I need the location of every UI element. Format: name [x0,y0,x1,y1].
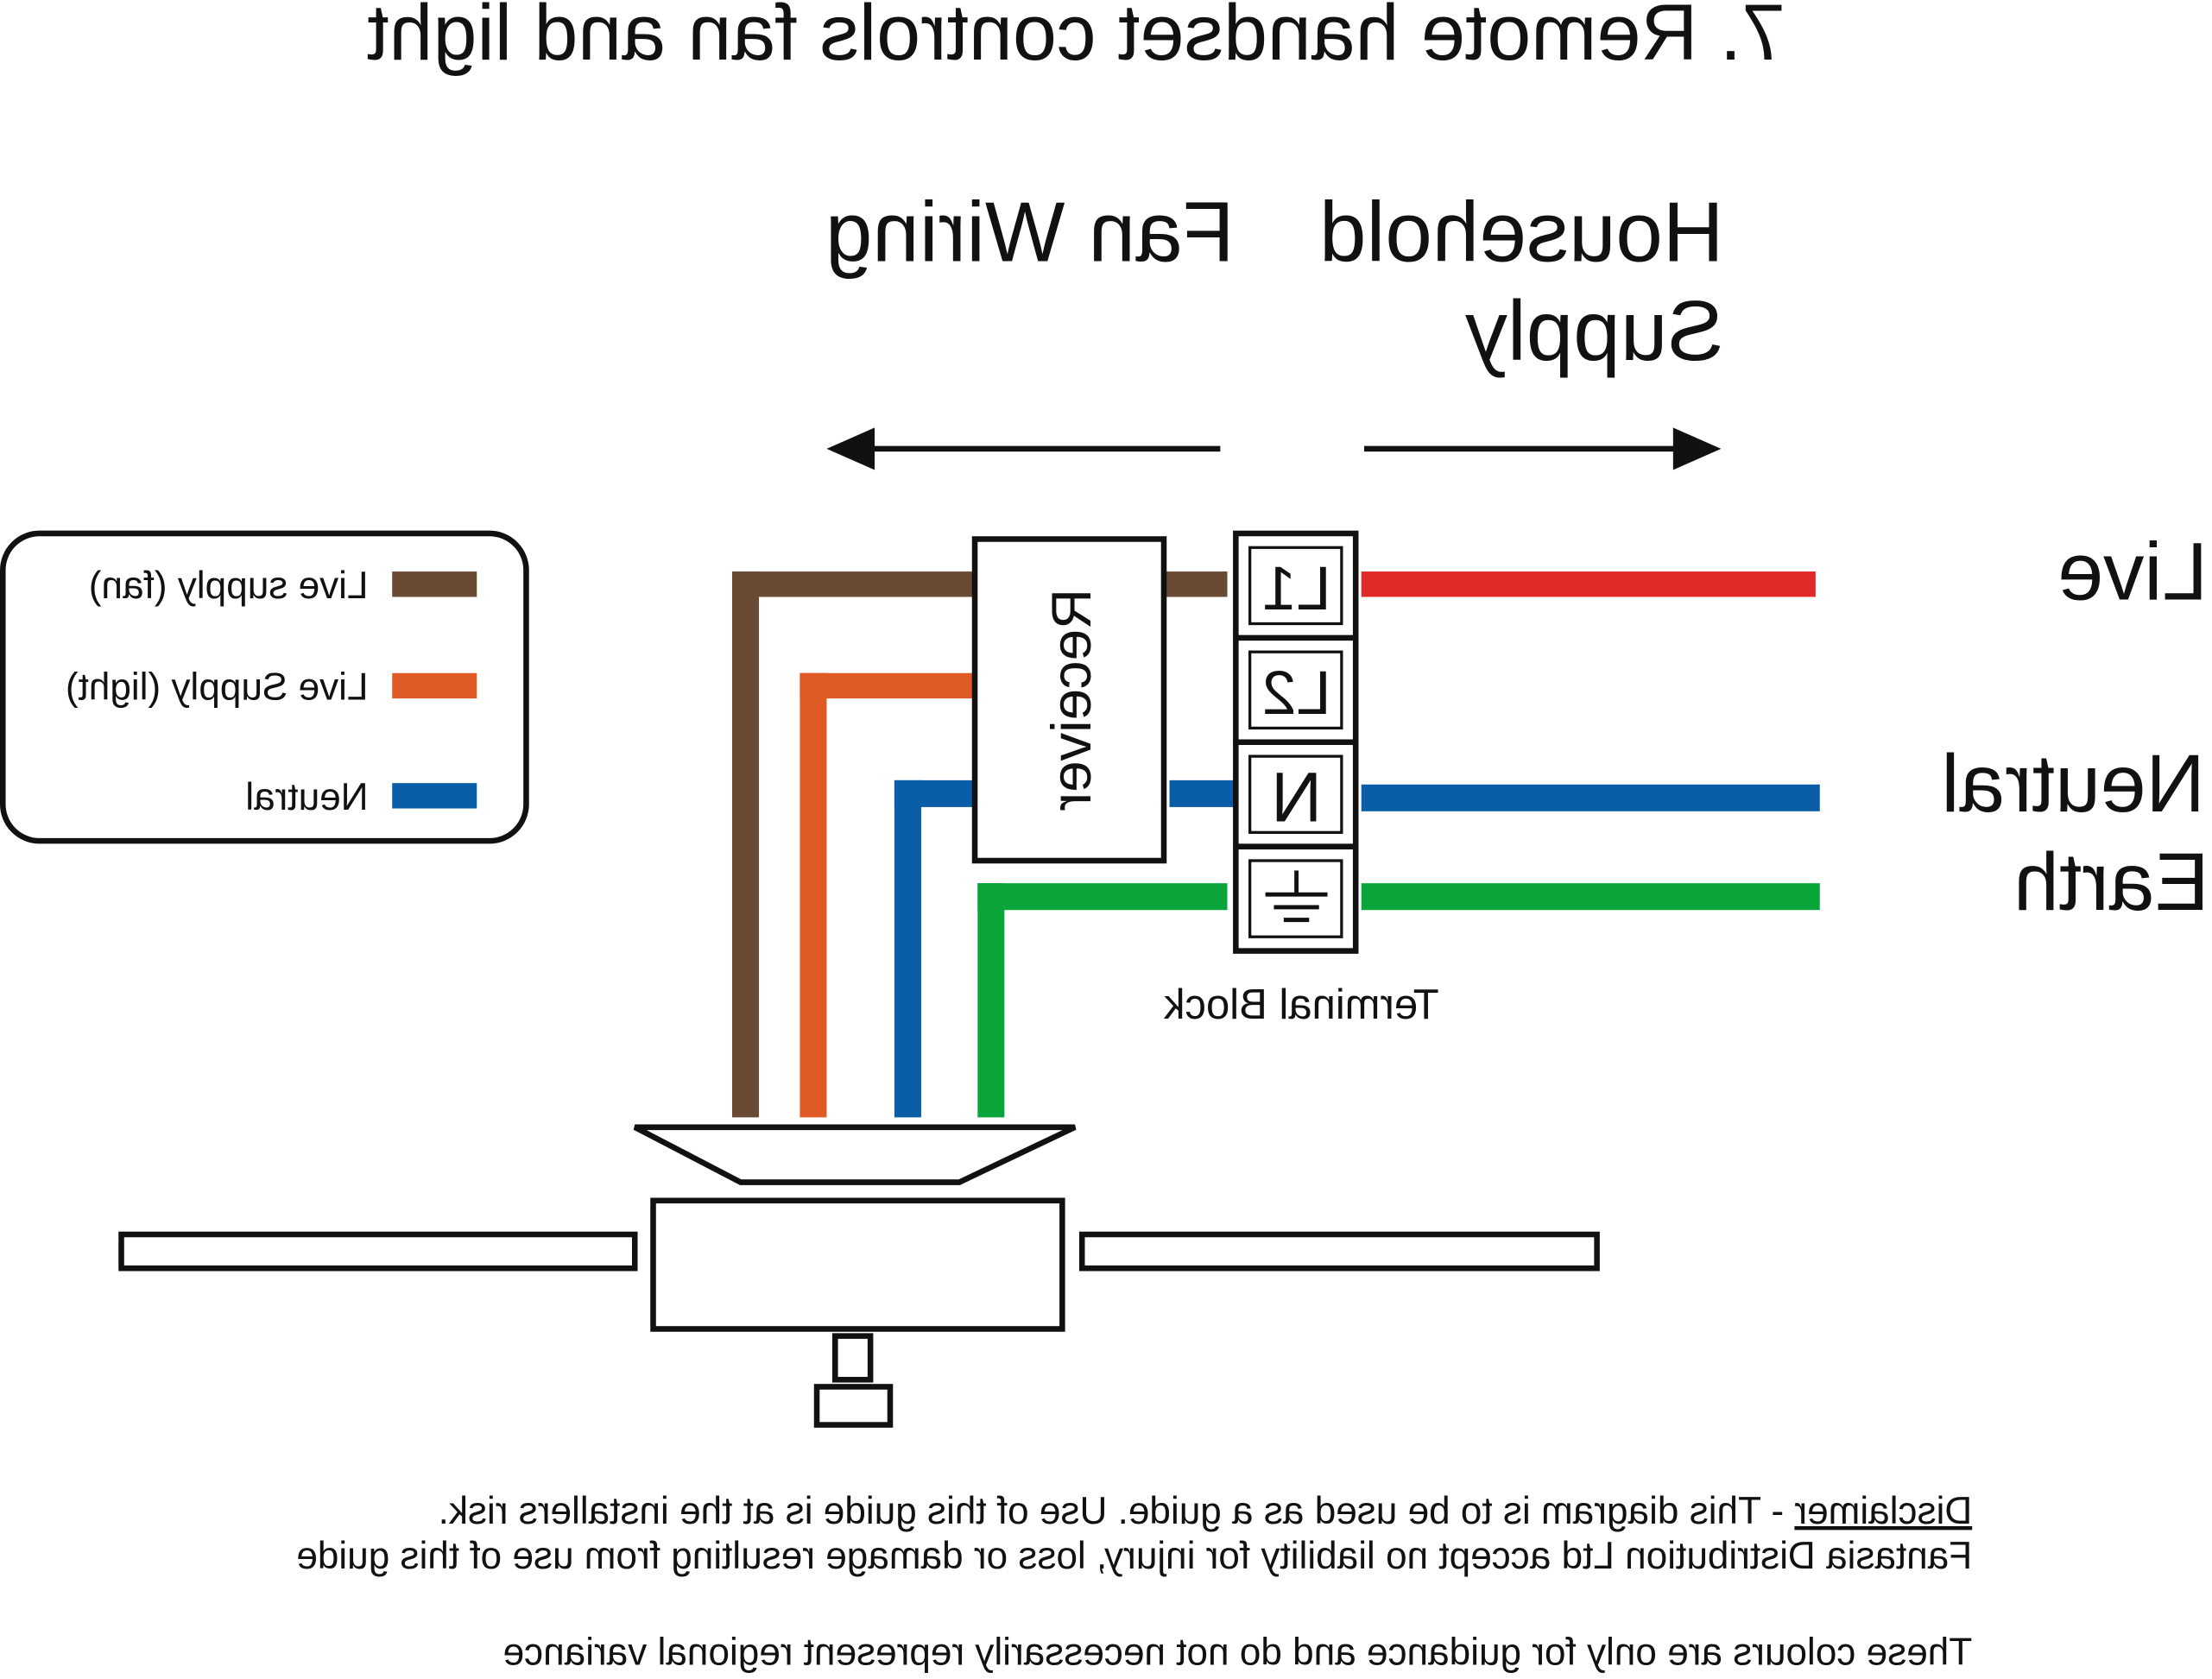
terminal-block: L1 L2 N Terminal Block [1164,530,1439,1028]
ceiling-fan-icon [118,1124,1600,1428]
diagram-title: 7. Remote handset controls fan and light [367,0,1785,77]
supply-heading: Supply [1465,283,1724,378]
household-arrow [1364,427,1722,470]
earth-icon [1265,870,1328,923]
legend-swatch-fan [392,571,477,597]
disclaimer-heading: Disclaimer [1794,1490,1972,1532]
household-heading: Household [1319,185,1724,280]
disclaimer-line1: - This diagram is to be used as a guide.… [439,1490,1795,1532]
wire-fan-neutral [894,780,1235,1118]
legend-label-neutral: Neutral [245,776,368,818]
fan-wiring-arrow [826,427,1221,470]
wire-supply-earth [1361,883,1820,911]
supply-label-earth: Earth [2013,836,2209,928]
wire-fan-earth [977,883,1228,1118]
wire-supply-live [1361,571,1816,597]
receiver-label: Receiver [1040,589,1103,811]
wire-supply-neutral [1361,784,1820,811]
legend-swatch-neutral [392,783,477,809]
supply-label-live: Live [2057,527,2208,618]
terminal-n: N [1271,758,1322,836]
terminal-block-label: Terminal Block [1164,982,1439,1028]
disclaimer-line2: Fantasia Distribution Ltd accept no liab… [296,1535,1972,1577]
terminal-l1: L1 [1262,554,1331,623]
receiver-box: Receiver [971,536,1167,864]
svg-text:Disclaimer - This diagram is t: Disclaimer - This diagram is to be used … [439,1490,1973,1532]
legend: Live supply (fan) Live Supply (light) Ne… [0,530,529,844]
fan-wiring-heading: Fan Wiring [825,185,1235,280]
legend-label-fan: Live supply (fan) [89,565,369,607]
terminal-l2: L2 [1262,659,1331,728]
supply-label-neutral: Neutral [1941,738,2204,830]
colour-note: These colours are only for guidance and … [503,1631,1973,1673]
disclaimer: Disclaimer - This diagram is to be used … [296,1490,1972,1673]
wire-light-live [799,672,974,1118]
legend-label-light: Live Supply (light) [66,666,369,709]
legend-swatch-light [392,672,477,699]
